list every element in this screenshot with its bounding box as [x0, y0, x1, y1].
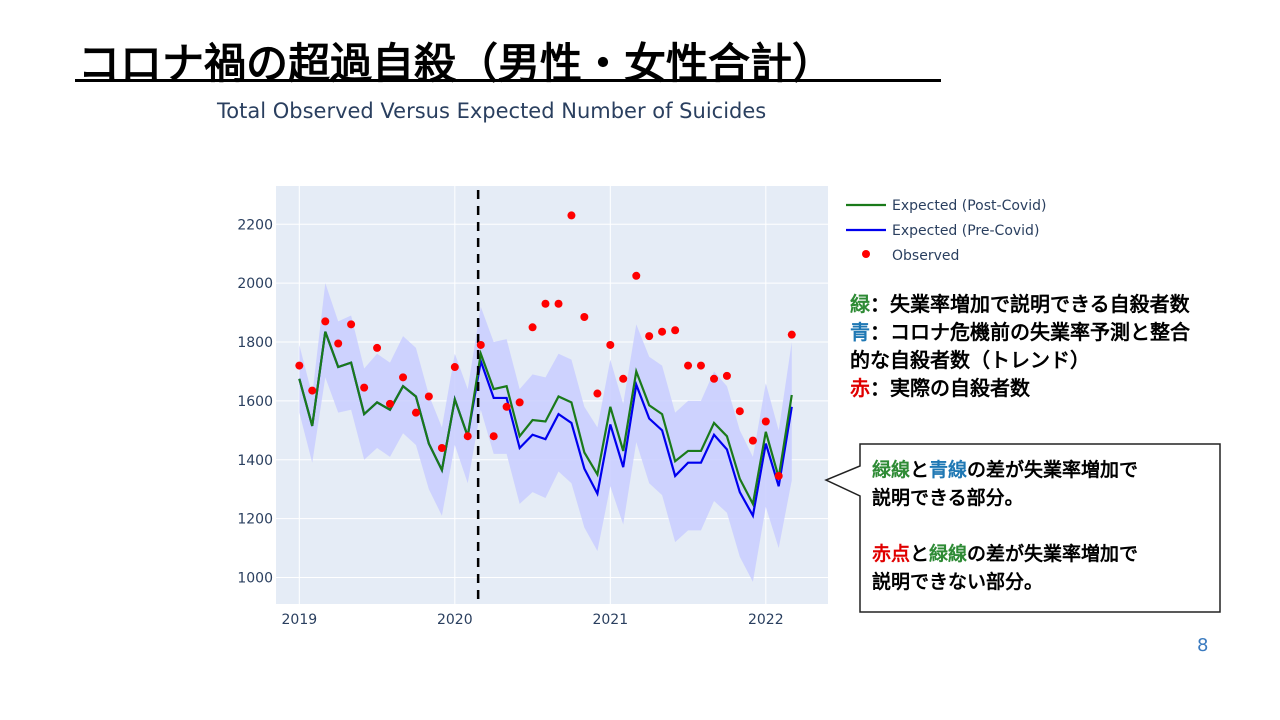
note-green-text: ：失業率増加で説明できる自殺者数: [870, 292, 1190, 316]
note-red-text: ：実際の自殺者数: [870, 376, 1030, 400]
observed-point: [399, 373, 408, 382]
observed-point: [658, 327, 667, 336]
observed-point: [541, 299, 550, 308]
observed-point: [515, 398, 524, 407]
y-tick-label: 1000: [237, 571, 273, 587]
observed-point: [450, 363, 459, 372]
observed-point: [567, 211, 576, 220]
legend-label-pre-covid: Expected (Pre-Covid): [892, 223, 1039, 239]
callout-text: 緑線と青線の差が失業率増加で 説明できる部分。 赤点と緑線の差が失業率増加で 説…: [872, 456, 1212, 624]
note-blue-key: 青: [850, 320, 870, 344]
observed-point: [476, 340, 485, 349]
observed-point: [373, 343, 382, 352]
callout-p2-line2: 説明できない部分。: [872, 571, 1044, 593]
observed-point: [632, 271, 641, 280]
observed-point: [463, 432, 472, 441]
prediction-band: [299, 283, 792, 582]
note-blue-text-1: ：コロナ危機前の失業率予測と整合: [870, 320, 1190, 344]
observed-point: [580, 312, 589, 321]
y-tick-label: 2000: [237, 276, 273, 292]
observed-point: [347, 320, 356, 329]
observed-point: [710, 374, 719, 383]
observed-point: [696, 361, 705, 370]
observed-point: [619, 374, 628, 383]
observed-point: [411, 408, 420, 417]
y-tick-label: 1400: [237, 453, 273, 469]
observed-point: [334, 339, 343, 348]
x-tick-label: 2020: [437, 612, 473, 628]
callout-paragraph-2: 赤点と緑線の差が失業率増加で 説明できない部分。: [872, 540, 1212, 596]
y-tick-label: 1600: [237, 394, 273, 410]
observed-point: [360, 383, 369, 392]
series-line-post-covid: [298, 331, 793, 508]
note-red-key: 赤: [850, 376, 870, 400]
observed-point: [645, 332, 654, 341]
callout-p1-rest: の差が失業率増加で: [967, 459, 1139, 481]
observed-point: [308, 386, 317, 395]
callout-red-point-term: 赤点: [872, 543, 911, 565]
observed-point: [424, 392, 433, 401]
note-green-key: 緑: [850, 292, 870, 316]
callout-conj: と: [910, 459, 930, 481]
observed-point: [554, 299, 563, 308]
note-red: 赤：実際の自殺者数: [850, 374, 1270, 402]
y-tick-label: 1800: [237, 335, 273, 351]
observed-point: [761, 417, 770, 426]
legend-swatch-observed: [862, 250, 870, 258]
observed-point: [684, 361, 693, 370]
note-blue-cont: 的な自殺者数（トレンド）: [850, 346, 1270, 374]
observed-point: [787, 330, 796, 339]
observed-points: [295, 211, 796, 480]
note-blue-text-2: 的な自殺者数（トレンド）: [850, 348, 1090, 372]
page-number: 8: [1197, 635, 1209, 656]
observed-point: [295, 361, 304, 370]
observed-point: [502, 402, 511, 411]
observed-point: [321, 317, 330, 326]
observed-point: [437, 443, 446, 452]
observed-point: [606, 340, 615, 349]
callout-box: [824, 443, 1221, 613]
observed-point: [735, 407, 744, 416]
observed-point: [528, 323, 537, 332]
x-tick-label: 2021: [592, 612, 628, 628]
chart-title: Total Observed Versus Expected Number of…: [217, 99, 767, 123]
x-tick-label: 2019: [282, 612, 318, 628]
callout-paragraph-1: 緑線と青線の差が失業率増加で 説明できる部分。: [872, 456, 1212, 512]
observed-point: [774, 471, 783, 480]
observed-point: [722, 371, 731, 380]
observed-point: [748, 436, 757, 445]
legend: Expected (Post-Covid) Expected (Pre-Covi…: [846, 198, 1046, 264]
color-key-notes: 緑：失業率増加で説明できる自殺者数 青：コロナ危機前の失業率予測と整合 的な自殺…: [850, 290, 1270, 402]
callout-conj-2: と: [910, 543, 930, 565]
legend-label-post-covid: Expected (Post-Covid): [892, 198, 1046, 214]
observed-point: [489, 432, 498, 441]
legend-label-observed: Observed: [892, 248, 959, 264]
observed-point: [593, 389, 602, 398]
y-tick-label: 1200: [237, 512, 273, 528]
y-tick-label: 2200: [237, 217, 273, 233]
note-green: 緑：失業率増加で説明できる自殺者数: [850, 290, 1270, 318]
callout-blue-line-term: 青線: [929, 459, 968, 481]
callout-green-line-term-2: 緑線: [929, 543, 968, 565]
note-blue: 青：コロナ危機前の失業率予測と整合: [850, 318, 1270, 346]
callout-p1-line2: 説明できる部分。: [872, 487, 1024, 509]
observed-point: [671, 326, 680, 335]
title-underline: [75, 79, 941, 82]
y-axis-ticks: 1000 1200 1400 1600 1800 2000 2200: [237, 217, 273, 586]
observed-point: [385, 399, 394, 408]
x-tick-label: 2022: [748, 612, 784, 628]
callout-green-line-term: 緑線: [872, 459, 911, 481]
callout-p2-rest: の差が失業率増加で: [967, 543, 1139, 565]
x-axis-ticks: 2019 2020 2021 2022: [282, 612, 784, 628]
